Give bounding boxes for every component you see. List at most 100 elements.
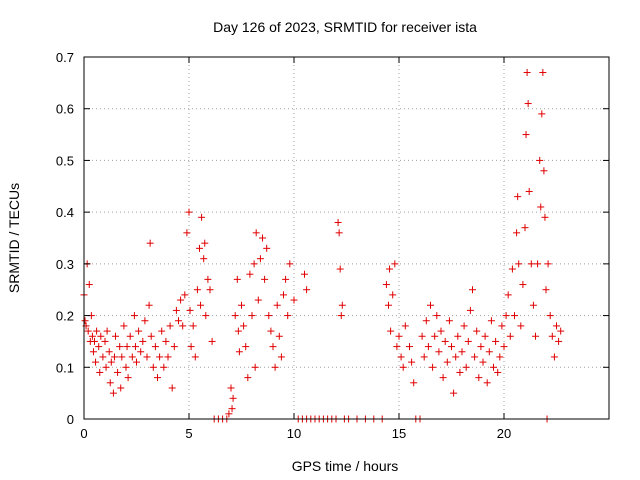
data-point (183, 229, 191, 237)
data-point (290, 296, 298, 304)
data-point (179, 322, 187, 330)
data-point (107, 358, 115, 366)
data-point (494, 368, 502, 376)
data-point (116, 343, 124, 351)
data-point (146, 239, 154, 247)
data-point (418, 332, 426, 340)
data-point (523, 69, 531, 77)
data-point (154, 374, 161, 382)
data-point (280, 291, 287, 299)
data-point (492, 337, 500, 345)
data-point (168, 384, 176, 392)
data-point (177, 296, 185, 304)
data-point (256, 255, 264, 263)
data-point (527, 260, 535, 268)
data-point (542, 286, 550, 294)
data-point (185, 208, 193, 216)
data-point (244, 374, 252, 382)
data-point (124, 374, 132, 382)
data-point (229, 394, 237, 402)
data-point (391, 260, 399, 268)
data-point (122, 363, 130, 371)
data-point (235, 348, 243, 356)
data-point (334, 218, 342, 226)
data-point (519, 281, 527, 289)
data-point (475, 374, 483, 382)
data-point (206, 286, 214, 294)
data-point (534, 260, 542, 268)
y-axis-label: SRMTID / TECUs (6, 183, 22, 293)
y-tick-label: 0.6 (56, 102, 74, 117)
data-point (88, 332, 96, 340)
data-point (95, 343, 103, 351)
data-point (496, 353, 504, 361)
data-point (301, 270, 308, 278)
data-point (433, 312, 441, 320)
data-point (471, 353, 479, 361)
data-point (84, 327, 92, 335)
data-point (172, 306, 180, 314)
data-point (267, 327, 275, 335)
data-point (89, 348, 97, 356)
data-point (246, 270, 254, 278)
x-axis-label: GPS time / hours (292, 458, 399, 474)
data-point (282, 275, 290, 283)
data-point (422, 317, 430, 325)
data-point (250, 260, 258, 268)
data-point (454, 332, 462, 340)
data-point (498, 322, 506, 330)
data-point (386, 265, 394, 273)
data-point (464, 337, 472, 345)
data-point (238, 301, 245, 309)
data-point (187, 343, 195, 351)
data-point (460, 322, 468, 330)
y-tick-label: 0.7 (56, 50, 74, 65)
data-point (452, 353, 460, 361)
data-point (263, 244, 271, 252)
data-point (462, 363, 470, 371)
data-point (504, 291, 512, 299)
data-point (120, 322, 128, 330)
data-point (335, 229, 343, 237)
data-point (118, 353, 126, 361)
data-point (110, 353, 118, 361)
data-point (228, 405, 236, 413)
data-point (431, 332, 439, 340)
axis-ticks: 0 5 10 15 20 0 0.1 0.2 0.3 0.4 0.5 0.6 0.7 (56, 50, 609, 441)
data-point (162, 337, 170, 345)
data-point (139, 337, 147, 345)
data-point (557, 327, 565, 335)
grid-lines (84, 57, 609, 419)
chart-title: Day 126 of 2023, SRMTID for receiver ist… (213, 19, 477, 35)
data-point (160, 363, 168, 371)
data-point (548, 332, 556, 340)
data-point (338, 301, 346, 309)
y-tick-label: 0 (67, 412, 74, 427)
data-point (393, 343, 401, 351)
data-point (109, 389, 117, 397)
data-point (555, 337, 563, 345)
data-point (143, 353, 151, 361)
data-point (191, 353, 199, 361)
data-point (443, 358, 451, 366)
data-point (522, 131, 530, 139)
data-point (439, 374, 447, 382)
data-point (196, 244, 203, 252)
data-point (261, 275, 269, 283)
data-point (112, 332, 119, 340)
data-point (521, 224, 529, 232)
data-point (385, 301, 392, 309)
data-point (284, 312, 292, 320)
data-point (397, 353, 405, 361)
data-point (532, 332, 539, 340)
data-point (186, 306, 194, 314)
data-point (541, 213, 549, 221)
data-point (500, 343, 508, 351)
data-point (233, 275, 241, 283)
data-point (269, 343, 277, 351)
data-point (145, 301, 153, 309)
data-point (105, 348, 113, 356)
data-point (85, 281, 93, 289)
data-point (133, 358, 140, 366)
data-point (286, 260, 294, 268)
